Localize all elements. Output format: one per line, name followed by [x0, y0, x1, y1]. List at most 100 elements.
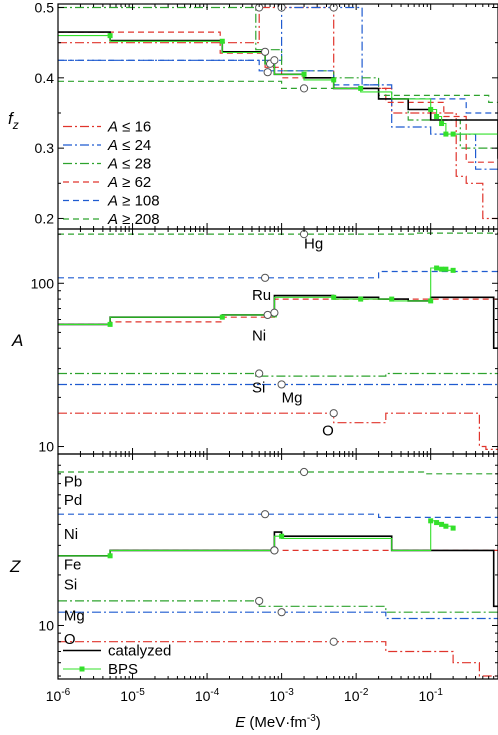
A-series-a16: [58, 412, 498, 450]
A-element-label: Hg: [304, 236, 323, 253]
fz-bps-marker: [219, 38, 225, 44]
A-open-circle: [270, 308, 279, 317]
Z-bps-marker: [443, 523, 449, 529]
Z-open-circle: [329, 637, 338, 646]
panel-A-frame: [57, 228, 498, 455]
fz-bps-marker: [358, 85, 364, 91]
Z-series-a16: [58, 641, 498, 677]
Z-bps-marker: [428, 518, 434, 524]
fz-bps-marker: [428, 106, 434, 112]
fz-bps-marker: [439, 121, 445, 127]
fz-legend-label-a28: A ≤ 28: [107, 156, 151, 173]
fz-open-circle: [263, 68, 272, 77]
Z-open-circle: [270, 546, 279, 555]
fz-open-circle: [329, 4, 338, 12]
A-series-a108: [58, 270, 498, 279]
x-tick-label: 10-3: [269, 687, 294, 704]
fz-legend-label-a108: A ≥ 108: [107, 193, 160, 210]
A-bps-marker: [428, 298, 434, 304]
panel-A: 10 100 A Hg Ru Ni Si Mg O: [11, 228, 498, 455]
Z-legend-label-bps: BPS: [108, 661, 138, 678]
fz-bps-marker: [443, 131, 449, 137]
fz-bps-marker: [434, 114, 440, 119]
panel-Z-axes: 10: [38, 454, 498, 679]
A-bps-marker: [219, 314, 225, 320]
x-tick-label: 10-2: [344, 687, 369, 704]
Z-element-label: O: [64, 631, 76, 648]
Z-element-label: Fe: [64, 557, 82, 574]
A-open-circle: [255, 369, 264, 378]
Z-series-a208: [58, 471, 498, 475]
fz-open-circle: [270, 56, 279, 65]
panel-fz: 0.2 0.3 0.4 0.5 fz A ≤ 16A ≤ 24 A ≤ 28A ≥ 62…: [8, 0, 498, 230]
Z-bps-marker: [450, 525, 456, 531]
Z-open-circle: [277, 608, 286, 617]
fz-ylabel: fz: [8, 109, 19, 132]
fz-series-a24: [58, 6, 498, 170]
Z-bps-marker: [107, 553, 113, 559]
A-bps-marker: [434, 265, 440, 271]
x-tick-label: 10-4: [195, 687, 220, 704]
A-ytick-label: 10: [38, 439, 54, 455]
Z-element-label: Mg: [64, 607, 85, 624]
fz-legend-label-a24: A ≤ 24: [107, 137, 151, 154]
fz-ytick-label: 0.3: [35, 140, 55, 156]
Z-element-label: Pb: [64, 474, 82, 491]
A-ylabel: A: [11, 331, 23, 350]
fz-series-a108: [58, 59, 498, 114]
A-element-label: Ru: [252, 287, 271, 304]
Z-legend-label-cat: catalyzed: [108, 643, 171, 660]
A-bps-marker: [443, 266, 449, 272]
fz-series-a16: [58, 6, 498, 220]
A-open-circle: [277, 380, 286, 389]
panel-fz-plot: [58, 4, 498, 220]
A-bps-marker: [107, 321, 113, 327]
fz-legend-label-a62: A ≥ 62: [107, 174, 151, 191]
fz-legend-label-a208: A ≥ 208: [107, 211, 160, 228]
fz-bps-marker: [107, 33, 113, 39]
fz-open-circle: [255, 4, 264, 12]
Z-series-a108: [58, 513, 498, 518]
fz-ytick-label: 0.4: [35, 70, 55, 86]
fz-series-a62: [58, 31, 498, 163]
A-element-label: Si: [252, 379, 265, 396]
Z-element-label: Pd: [64, 492, 82, 509]
fz-legend-label-a16: A ≤ 16: [107, 119, 151, 136]
fz-open-circle: [260, 47, 270, 56]
x-axis-label: E (MeV·fm-3): [235, 713, 321, 731]
A-open-circle: [260, 273, 270, 282]
fz-bps-marker: [331, 77, 337, 83]
fz-open-circle: [299, 84, 309, 93]
A-open-circle: [263, 310, 272, 320]
Z-series-cat: [58, 531, 498, 608]
A-bps-marker: [331, 294, 337, 300]
Z-bps-marker: [439, 521, 445, 527]
x-tick-label: 10-1: [418, 687, 443, 704]
Z-element-label: Ni: [64, 526, 78, 543]
Z-bps-marker: [279, 533, 285, 539]
fz-bps-marker: [301, 71, 307, 77]
A-open-circle: [329, 409, 338, 418]
fz-bps-marker: [450, 131, 456, 137]
x-tick-label: 10-5: [120, 687, 145, 704]
fz-ytick-label: 0.2: [35, 210, 55, 226]
panel-fz-axes: 0.2 0.3 0.4 0.5: [35, 0, 498, 229]
Z-ytick-label: 10: [38, 617, 54, 633]
A-element-labels: Hg Ru Ni Si Mg O: [252, 236, 334, 440]
A-series-a208: [58, 232, 498, 235]
A-series-a28: [58, 372, 498, 377]
A-element-label: Ni: [252, 327, 266, 344]
Z-series-bps: [58, 520, 454, 557]
panel-A-plot: [58, 230, 498, 450]
Z-bps-marker: [434, 520, 440, 526]
Z-open-circle: [299, 467, 309, 477]
A-series-cat: [58, 294, 498, 349]
A-ytick-label: 100: [31, 275, 55, 291]
A-bps-marker: [450, 267, 456, 273]
x-tick-label: 10-6: [46, 687, 71, 704]
